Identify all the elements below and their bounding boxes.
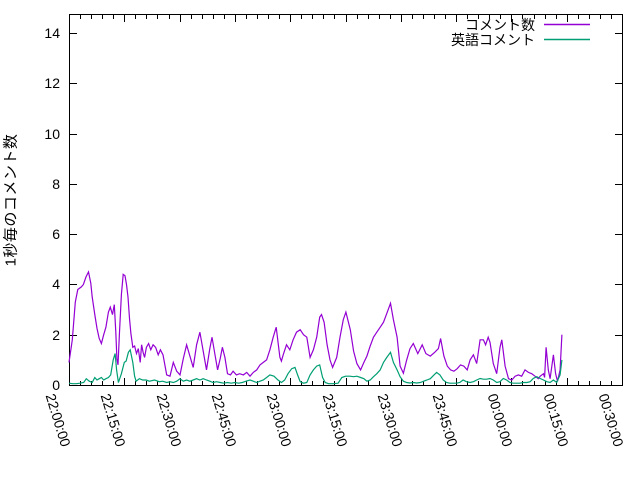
y-tick-label: 14 [44,25,60,42]
y-tick-label: 2 [52,326,60,343]
y-tick-label: 12 [44,75,60,92]
legend-item-comments: コメント数 [451,16,591,33]
y-tick-label: 6 [52,226,60,243]
y-axis-title: 1秒毎のコメント数 [2,133,20,267]
legend: コメント数 英語コメント [451,16,591,48]
y-tick-label: 10 [44,125,60,142]
y-tick-label: 4 [52,276,60,293]
legend-line-sample-comments [544,23,590,26]
legend-item-english: 英語コメント [451,31,591,48]
y-tick-label: 8 [52,175,60,192]
legend-label-comments: コメント数 [465,16,535,33]
y-tick-label: 0 [52,377,60,393]
legend-label-english: 英語コメント [451,31,535,48]
legend-line-sample-english [544,38,590,41]
